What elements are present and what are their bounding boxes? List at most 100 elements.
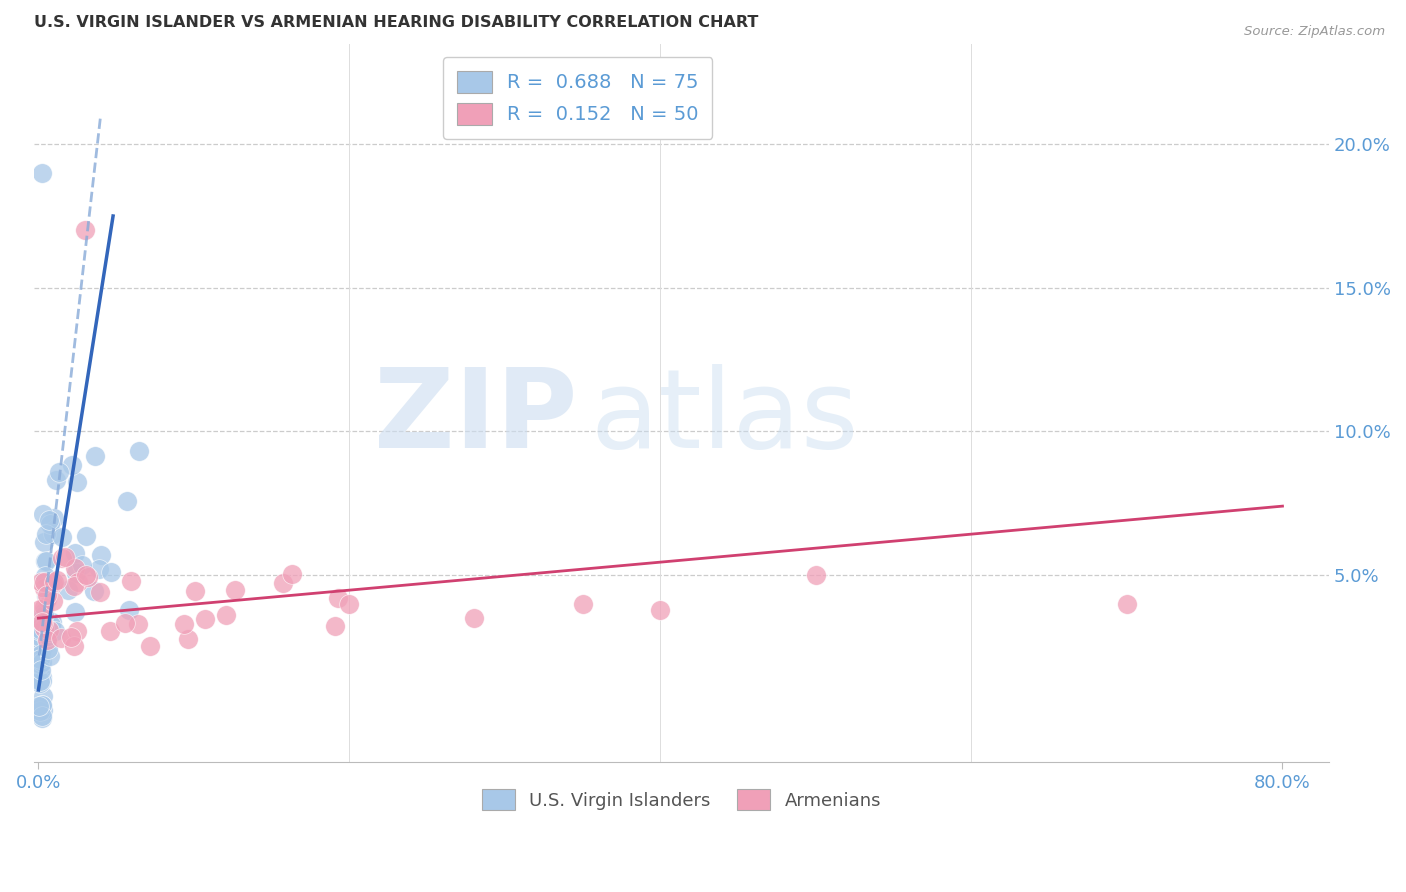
Point bbox=[120, 574, 142, 589]
Legend: U.S. Virgin Islanders, Armenians: U.S. Virgin Islanders, Armenians bbox=[475, 782, 889, 817]
Point bbox=[28, 651, 51, 665]
Point bbox=[128, 444, 150, 458]
Point bbox=[224, 583, 246, 598]
Point bbox=[42, 577, 65, 591]
Text: Source: ZipAtlas.com: Source: ZipAtlas.com bbox=[1244, 25, 1385, 38]
Point bbox=[184, 583, 207, 598]
Point bbox=[115, 494, 138, 508]
Point bbox=[32, 534, 55, 549]
Point bbox=[83, 450, 105, 464]
Point bbox=[281, 566, 304, 581]
Point bbox=[62, 579, 84, 593]
Point bbox=[44, 624, 66, 639]
Point bbox=[31, 655, 53, 669]
Point bbox=[89, 584, 111, 599]
Point bbox=[32, 575, 55, 590]
Point bbox=[38, 649, 60, 664]
Point bbox=[32, 508, 55, 522]
Point bbox=[83, 584, 105, 599]
Point bbox=[31, 673, 53, 688]
Point bbox=[30, 602, 52, 616]
Point bbox=[75, 568, 97, 582]
Point bbox=[139, 640, 162, 654]
Point bbox=[100, 565, 122, 579]
Point bbox=[30, 575, 52, 590]
Point bbox=[60, 458, 83, 473]
Point bbox=[215, 608, 238, 623]
Point bbox=[35, 592, 58, 607]
Point bbox=[28, 674, 51, 689]
Point bbox=[42, 574, 65, 588]
Point bbox=[32, 581, 55, 595]
Point bbox=[463, 611, 485, 625]
Point bbox=[89, 562, 111, 576]
Point bbox=[28, 631, 51, 645]
Point bbox=[127, 617, 149, 632]
Point bbox=[31, 711, 53, 725]
Point bbox=[37, 642, 59, 657]
Point bbox=[55, 549, 77, 564]
Point bbox=[34, 608, 56, 623]
Point bbox=[75, 529, 97, 543]
Point bbox=[39, 618, 62, 632]
Point bbox=[62, 639, 84, 653]
Point bbox=[51, 530, 73, 544]
Point bbox=[28, 628, 51, 642]
Point bbox=[65, 566, 87, 581]
Point bbox=[38, 513, 60, 527]
Point bbox=[114, 615, 136, 630]
Point bbox=[42, 511, 65, 525]
Point bbox=[35, 588, 58, 602]
Point bbox=[28, 705, 51, 719]
Point bbox=[804, 568, 827, 582]
Point bbox=[65, 546, 87, 560]
Point bbox=[30, 647, 52, 661]
Text: atlas: atlas bbox=[591, 364, 859, 471]
Point bbox=[41, 594, 63, 608]
Point bbox=[32, 605, 55, 619]
Point bbox=[30, 609, 52, 624]
Point bbox=[51, 550, 73, 565]
Point bbox=[30, 623, 52, 637]
Point bbox=[118, 603, 141, 617]
Point bbox=[75, 223, 97, 237]
Point bbox=[66, 624, 89, 638]
Point bbox=[32, 621, 55, 635]
Point bbox=[31, 615, 53, 629]
Point bbox=[59, 630, 82, 644]
Point bbox=[77, 570, 100, 584]
Point bbox=[38, 623, 60, 637]
Point bbox=[39, 516, 62, 531]
Point bbox=[34, 569, 56, 583]
Text: U.S. VIRGIN ISLANDER VS ARMENIAN HEARING DISABILITY CORRELATION CHART: U.S. VIRGIN ISLANDER VS ARMENIAN HEARING… bbox=[34, 15, 758, 30]
Point bbox=[30, 663, 52, 677]
Point bbox=[31, 703, 53, 717]
Point bbox=[173, 617, 195, 632]
Point bbox=[339, 597, 361, 611]
Point bbox=[28, 630, 51, 644]
Point bbox=[56, 582, 79, 597]
Point bbox=[32, 600, 55, 615]
Point bbox=[34, 554, 56, 568]
Point bbox=[326, 591, 349, 605]
Point bbox=[28, 676, 51, 690]
Point bbox=[66, 575, 89, 590]
Point bbox=[35, 554, 58, 568]
Point bbox=[31, 698, 53, 713]
Point bbox=[30, 623, 52, 637]
Point bbox=[30, 628, 52, 642]
Point bbox=[35, 527, 58, 541]
Point bbox=[41, 615, 63, 629]
Point bbox=[38, 624, 60, 639]
Point bbox=[194, 612, 217, 626]
Point bbox=[31, 698, 53, 712]
Point bbox=[98, 624, 121, 638]
Point bbox=[1116, 597, 1139, 611]
Point bbox=[177, 632, 200, 646]
Point bbox=[271, 575, 294, 590]
Point bbox=[63, 605, 86, 619]
Point bbox=[30, 657, 52, 672]
Point bbox=[42, 575, 65, 590]
Point bbox=[31, 671, 53, 685]
Text: ZIP: ZIP bbox=[374, 364, 578, 471]
